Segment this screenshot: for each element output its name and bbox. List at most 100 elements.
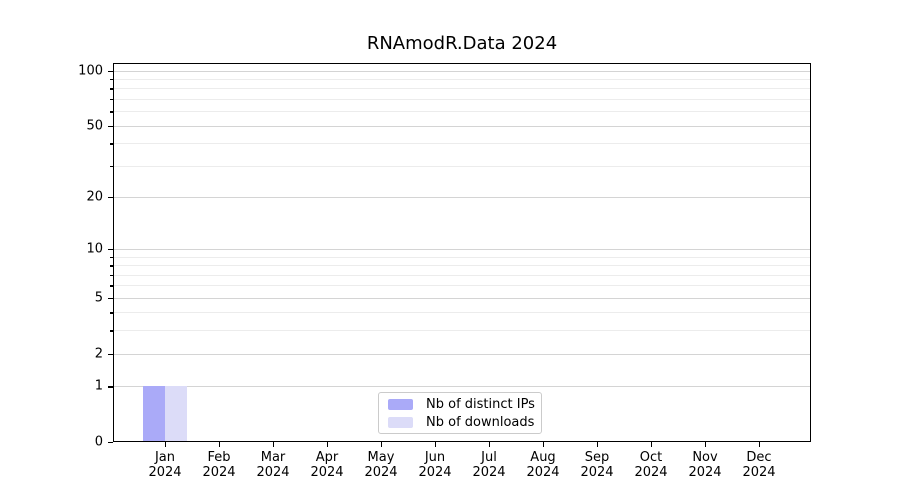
x-tick-nov: [705, 442, 707, 447]
x-tick-label-aug: Aug 2024: [503, 450, 583, 480]
y-tick-label-20: 20: [86, 189, 103, 205]
x-tick-jul: [489, 442, 491, 447]
x-tick-month: Feb: [207, 450, 231, 465]
y-major-tick: [108, 297, 113, 300]
y-minor-gridline: [113, 274, 811, 276]
y-major-gridline: [113, 297, 811, 299]
y-minor-tick: [110, 274, 113, 277]
x-tick-month: Sep: [584, 450, 610, 465]
y-tick-label-5: 5: [94, 290, 103, 306]
y-minor-gridline: [113, 78, 811, 80]
x-tick-year: 2024: [688, 465, 722, 480]
y-minor-gridline: [113, 256, 811, 258]
x-tick-year: 2024: [634, 465, 668, 480]
x-tick-jan: [165, 442, 167, 447]
x-tick-year: 2024: [472, 465, 506, 480]
y-minor-gridline: [113, 111, 811, 113]
x-tick-year: 2024: [256, 465, 290, 480]
y-minor-gridline: [113, 330, 811, 332]
legend-row-downloads: Nb of downloads: [388, 415, 541, 430]
legend-row-distinct-ips: Nb of distinct IPs: [388, 397, 541, 412]
y-minor-tick: [110, 265, 113, 267]
x-tick-jun: [435, 442, 437, 447]
x-tick-label-apr: Apr 2024: [287, 450, 367, 480]
y-major-tick: [108, 125, 113, 127]
y-minor-tick: [110, 165, 113, 168]
y-minor-tick: [110, 312, 113, 314]
x-tick-year: 2024: [418, 465, 452, 480]
chart-title: RNAmodR.Data 2024: [366, 33, 558, 54]
x-tick-year: 2024: [202, 465, 236, 480]
x-tick-mar: [273, 442, 275, 447]
y-major-gridline: [113, 386, 811, 388]
legend-label-downloads: Nb of downloads: [426, 414, 535, 430]
x-tick-month: Jun: [424, 450, 446, 465]
x-tick-label-mar: Mar 2024: [233, 450, 313, 480]
x-tick-month: Jan: [154, 450, 176, 465]
y-minor-gridline: [113, 285, 811, 287]
x-tick-month: Jul: [481, 450, 497, 465]
x-tick-label-may: May 2024: [341, 450, 421, 480]
y-minor-tick: [110, 78, 113, 81]
y-major-tick: [108, 70, 113, 72]
x-tick-month: May: [367, 450, 395, 465]
y-tick-label-0: 0: [94, 434, 103, 450]
y-minor-gridline: [113, 165, 811, 167]
y-minor-gridline: [113, 88, 811, 90]
y-tick-label-2: 2: [94, 346, 103, 362]
y-major-tick: [108, 249, 113, 251]
bar-downloads-jan: [165, 386, 187, 442]
x-tick-feb: [219, 442, 221, 447]
x-tick-label-jul: Jul 2024: [449, 450, 529, 480]
x-tick-dec: [759, 442, 761, 447]
y-minor-gridline: [113, 98, 811, 100]
x-tick-month: Mar: [260, 450, 286, 465]
x-tick-month: Nov: [692, 450, 718, 465]
legend-swatch-downloads: [388, 416, 413, 428]
y-major-tick: [108, 353, 113, 355]
x-tick-label-dec: Dec 2024: [719, 450, 799, 480]
x-tick-month: Aug: [530, 450, 556, 465]
x-tick-year: 2024: [742, 465, 776, 480]
y-minor-tick: [110, 88, 113, 90]
x-tick-year: 2024: [526, 465, 560, 480]
x-tick-year: 2024: [580, 465, 614, 480]
x-tick-label-nov: Nov 2024: [665, 450, 745, 480]
x-tick-year: 2024: [310, 465, 344, 480]
y-major-gridline: [113, 125, 811, 127]
y-minor-tick: [110, 111, 113, 113]
x-tick-month: Oct: [639, 450, 663, 465]
legend-label-distinct-ips: Nb of distinct IPs: [426, 396, 535, 412]
x-tick-label-jun: Jun 2024: [395, 450, 475, 480]
y-major-tick: [108, 196, 113, 199]
x-tick-month: Dec: [746, 450, 772, 465]
y-major-gridline: [113, 196, 811, 198]
x-tick-year: 2024: [148, 465, 182, 480]
y-minor-tick: [110, 285, 113, 287]
y-minor-gridline: [113, 265, 811, 267]
y-minor-tick: [110, 143, 113, 145]
x-tick-year: 2024: [364, 465, 398, 480]
x-tick-label-jan: Jan 2024: [125, 450, 205, 480]
x-tick-aug: [543, 442, 545, 447]
y-minor-gridline: [113, 312, 811, 314]
x-tick-may: [381, 442, 383, 447]
y-major-gridline: [113, 353, 811, 355]
y-minor-tick: [110, 98, 113, 101]
y-minor-tick: [110, 330, 113, 332]
x-tick-oct: [651, 442, 653, 447]
y-minor-gridline: [113, 143, 811, 145]
x-tick-label-sep: Sep 2024: [557, 450, 637, 480]
y-major-gridline: [113, 70, 811, 72]
y-minor-tick: [110, 256, 113, 259]
y-major-tick: [108, 442, 113, 444]
x-tick-apr: [327, 442, 329, 447]
x-tick-sep: [597, 442, 599, 447]
x-tick-label-oct: Oct 2024: [611, 450, 691, 480]
plot-area: [113, 63, 811, 442]
y-major-tick: [108, 386, 113, 388]
y-tick-label-1: 1: [94, 378, 103, 394]
y-tick-label-100: 100: [78, 63, 103, 79]
legend-swatch-distinct-ips: [388, 398, 413, 410]
